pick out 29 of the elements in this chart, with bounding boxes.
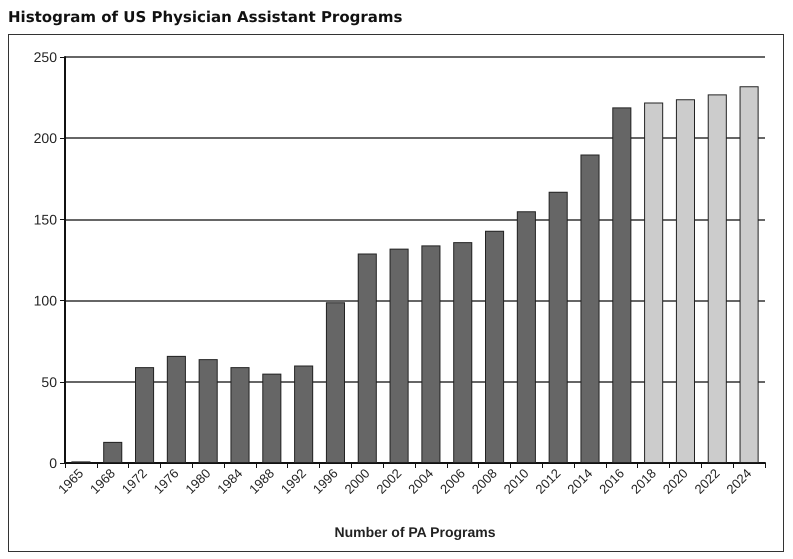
- bar: [708, 94, 727, 463]
- bar: [740, 86, 759, 463]
- bar: [358, 254, 377, 463]
- bar: [294, 366, 314, 463]
- bar: [580, 154, 600, 463]
- bar: [485, 230, 504, 463]
- bar: [103, 442, 122, 463]
- x-axis-title: Number of PA Programs: [334, 524, 496, 540]
- bar: [230, 367, 250, 463]
- bar: [262, 374, 282, 463]
- bar: [644, 102, 664, 463]
- bar: [548, 192, 568, 463]
- bar: [612, 107, 632, 463]
- y-tick-label: 50: [41, 374, 58, 390]
- bar: [198, 359, 218, 463]
- chart-title: Histogram of US Physician Assistant Programs: [8, 8, 402, 26]
- bar: [326, 302, 345, 463]
- bar: [676, 99, 695, 463]
- y-tick-label: 150: [34, 211, 58, 228]
- y-tick-label: 200: [34, 130, 58, 146]
- bar: [135, 367, 154, 463]
- y-tick-label: 250: [34, 49, 58, 65]
- y-tick-label: 100: [34, 292, 58, 309]
- bar: [516, 211, 536, 463]
- y-tick-label: 0: [49, 455, 58, 471]
- bar: [421, 245, 440, 463]
- bar: [390, 248, 409, 463]
- bar: [166, 356, 186, 463]
- bar: [453, 242, 472, 463]
